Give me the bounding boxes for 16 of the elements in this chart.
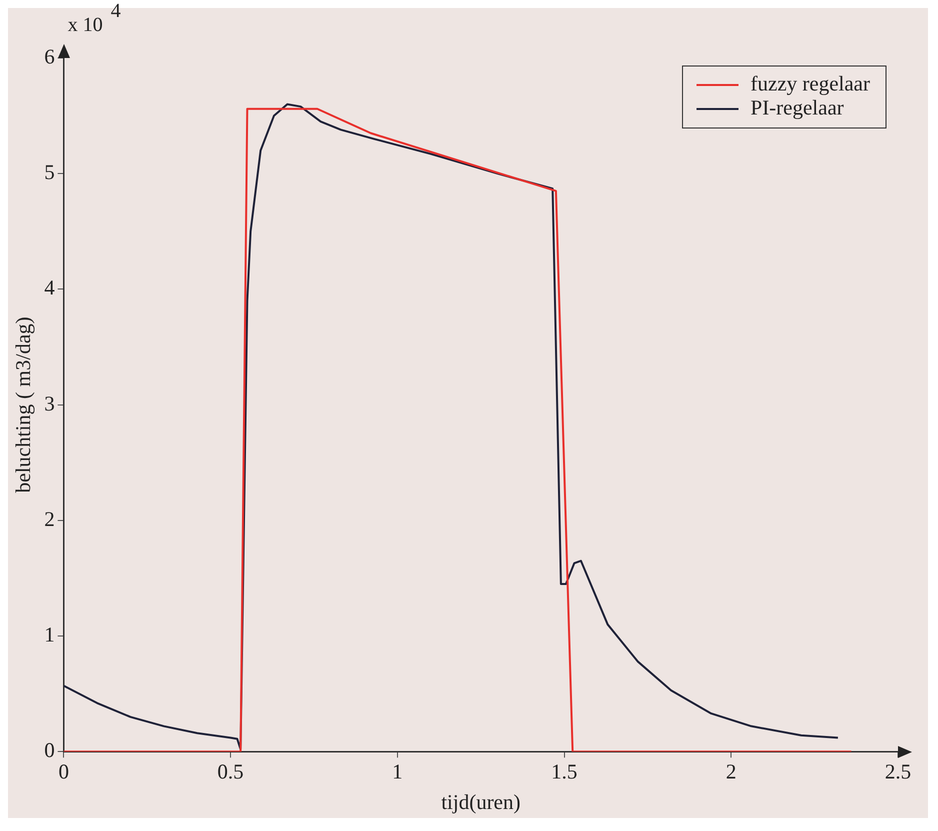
y-tick-label: 0	[44, 738, 55, 762]
x-axis-title: tijd(uren)	[441, 790, 521, 814]
y-tick-label: 5	[44, 160, 55, 184]
x-tick-label: 0.5	[217, 760, 244, 784]
legend-label: fuzzy regelaar	[750, 72, 870, 96]
legend-label: PI-regelaar	[750, 96, 844, 120]
y-tick-label: 4	[44, 276, 56, 300]
y-tick-label: 1	[44, 622, 55, 647]
y-axis-title: beluchting ( m3/dag)	[11, 316, 36, 493]
y-tick-label: 6	[44, 44, 55, 69]
x-tick-label: 2.5	[884, 760, 912, 784]
y-tick-label: 2	[44, 506, 55, 531]
x-tick-label: 1	[392, 760, 403, 784]
x-tick-label: 1.5	[551, 760, 578, 784]
x-tick-label: 2	[726, 760, 736, 784]
y-tick-label: 3	[44, 391, 55, 416]
